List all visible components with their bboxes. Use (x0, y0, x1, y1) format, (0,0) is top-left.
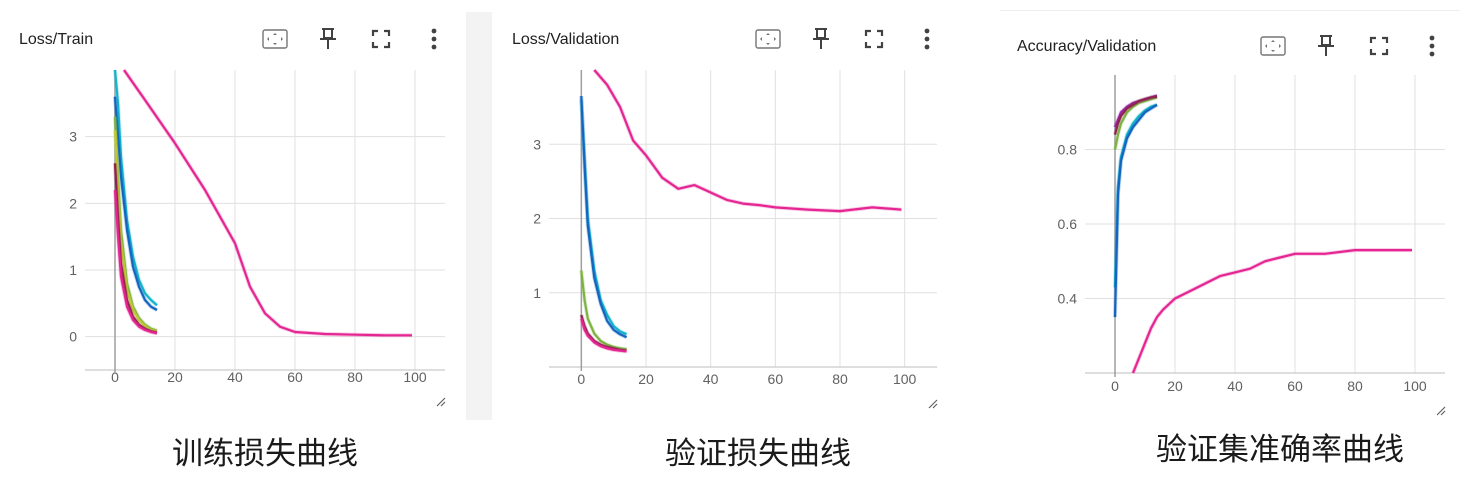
series-line (1131, 249, 1412, 374)
more-vert-icon[interactable] (1418, 32, 1446, 60)
panel-divider (466, 12, 492, 420)
y-tick-label: 2 (69, 195, 77, 211)
fit-domain-icon[interactable] (261, 25, 289, 53)
pin-icon[interactable] (314, 25, 342, 53)
y-tick-label: 0 (69, 329, 77, 345)
x-tick-label: 60 (1287, 378, 1303, 394)
resize-handle-icon (928, 399, 938, 409)
x-tick-label: 0 (577, 371, 585, 387)
fullscreen-icon[interactable] (367, 25, 395, 53)
series-line (580, 318, 627, 353)
y-tick-label: 3 (533, 136, 541, 152)
x-tick-label: 0 (111, 369, 119, 385)
loss-validation-chart: 0 20 40 60 80 100 1 2 3 (533, 68, 938, 409)
fullscreen-icon[interactable] (860, 25, 888, 53)
x-tick-label: 20 (1167, 378, 1183, 394)
x-tick-label: 100 (403, 369, 427, 385)
resize-handle-icon (436, 397, 446, 407)
card-title: Loss/Train (19, 31, 94, 48)
series-line (593, 69, 902, 213)
series-line (123, 69, 412, 337)
card-title: Accuracy/Validation (1017, 38, 1157, 55)
x-tick-label: 100 (1403, 378, 1427, 394)
y-tick-label: 2 (533, 211, 541, 227)
series-line (1113, 103, 1158, 318)
series-line (113, 69, 158, 307)
x-tick-label: 60 (287, 369, 303, 385)
caption-validation-loss: 验证损失曲线 (665, 436, 851, 472)
chart-card-loss-train: Loss/Train 0 20 40 60 80 100 0 1 2 3 (0, 10, 460, 420)
x-tick-label: 0 (1111, 378, 1119, 394)
fit-domain-icon[interactable] (754, 25, 782, 53)
y-tick-label: 1 (533, 285, 541, 301)
caption-validation-accuracy: 验证集准确率曲线 (1156, 432, 1404, 468)
x-tick-label: 40 (1227, 378, 1243, 394)
series-line (113, 96, 158, 311)
series-raw-line (122, 68, 412, 338)
accuracy-validation-chart: 0 20 40 60 80 100 0.4 0.6 0.8 (1058, 75, 1446, 416)
x-tick-label: 60 (768, 371, 784, 387)
x-tick-label: 40 (703, 371, 719, 387)
series-line (1113, 95, 1158, 135)
y-tick-label: 0.4 (1058, 291, 1078, 307)
series-line (1113, 103, 1158, 288)
card-title: Loss/Validation (512, 31, 620, 48)
x-tick-label: 20 (167, 369, 183, 385)
fullscreen-icon[interactable] (1365, 32, 1393, 60)
series-line (580, 95, 628, 339)
series-line (1113, 96, 1158, 150)
chart-card-accuracy-validation: Accuracy/Validation 0 20 40 60 80 100 0.4 0.6 0.… (1000, 10, 1460, 421)
loss-train-chart: 0 20 40 60 80 100 0 1 2 3 (69, 68, 446, 407)
fit-domain-icon[interactable] (1259, 32, 1287, 60)
pin-icon[interactable] (1312, 32, 1340, 60)
y-tick-label: 1 (69, 262, 77, 278)
y-tick-label: 0.6 (1058, 216, 1078, 232)
series-raw-line (592, 68, 902, 214)
x-tick-label: 80 (347, 369, 363, 385)
chart-card-loss-validation: Loss/Validation 0 20 40 60 80 100 1 2 3 (492, 10, 952, 420)
x-tick-label: 40 (227, 369, 243, 385)
more-vert-icon[interactable] (420, 25, 448, 53)
x-tick-label: 100 (893, 371, 917, 387)
caption-train-loss: 训练损失曲线 (172, 436, 358, 472)
pin-icon[interactable] (807, 25, 835, 53)
x-tick-label: 80 (832, 371, 848, 387)
series-line (113, 189, 158, 335)
x-tick-label: 20 (638, 371, 654, 387)
y-tick-label: 0.8 (1058, 142, 1078, 158)
x-tick-label: 80 (1347, 378, 1363, 394)
series-raw-line (1113, 103, 1159, 318)
series-line (113, 129, 158, 333)
resize-handle-icon (1436, 406, 1446, 416)
more-vert-icon[interactable] (913, 25, 941, 53)
series-line (580, 270, 627, 351)
y-tick-label: 3 (69, 129, 77, 145)
series-raw-line (1113, 102, 1158, 288)
